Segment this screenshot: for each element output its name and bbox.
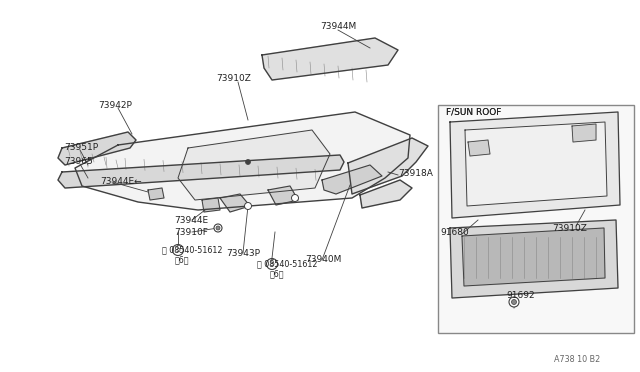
- Circle shape: [173, 244, 184, 256]
- Text: 73918A: 73918A: [398, 169, 433, 177]
- Circle shape: [246, 160, 250, 164]
- Polygon shape: [468, 140, 490, 156]
- Text: 73940M: 73940M: [305, 256, 341, 264]
- Text: 91680: 91680: [440, 228, 468, 237]
- Text: 73944E: 73944E: [174, 215, 208, 224]
- Text: 73951P: 73951P: [64, 142, 98, 151]
- Polygon shape: [348, 138, 428, 194]
- Text: 73942P: 73942P: [98, 100, 132, 109]
- Polygon shape: [262, 38, 398, 80]
- Text: 73944M: 73944M: [320, 22, 356, 31]
- Circle shape: [511, 299, 516, 305]
- Polygon shape: [450, 112, 620, 218]
- Polygon shape: [58, 155, 344, 188]
- Bar: [438, 105, 634, 333]
- Text: 73965: 73965: [64, 157, 93, 166]
- Polygon shape: [360, 180, 412, 208]
- Text: S: S: [175, 246, 180, 254]
- Polygon shape: [202, 198, 220, 212]
- Text: 91692: 91692: [506, 292, 534, 301]
- Text: Ⓢ 08540-51612: Ⓢ 08540-51612: [162, 246, 223, 254]
- Text: S: S: [269, 260, 275, 269]
- Polygon shape: [462, 228, 605, 286]
- Circle shape: [216, 226, 220, 230]
- Polygon shape: [178, 130, 330, 200]
- Circle shape: [291, 195, 298, 202]
- Circle shape: [509, 297, 519, 307]
- Polygon shape: [322, 165, 382, 194]
- Polygon shape: [75, 112, 410, 210]
- Text: 73910Z: 73910Z: [552, 224, 587, 232]
- Circle shape: [244, 202, 252, 209]
- Text: 73943P: 73943P: [226, 250, 260, 259]
- Text: （6）: （6）: [270, 269, 285, 279]
- Polygon shape: [58, 132, 136, 165]
- Text: （6）: （6）: [175, 256, 189, 264]
- Polygon shape: [148, 188, 164, 200]
- Polygon shape: [268, 186, 298, 205]
- Text: F/SUN ROOF: F/SUN ROOF: [446, 108, 501, 116]
- Text: 73910Z: 73910Z: [216, 74, 251, 83]
- Polygon shape: [572, 124, 596, 142]
- Polygon shape: [220, 194, 250, 212]
- Text: 73944E←: 73944E←: [100, 176, 141, 186]
- Circle shape: [266, 259, 278, 269]
- Text: F/SUN ROOF: F/SUN ROOF: [446, 108, 501, 116]
- Polygon shape: [450, 220, 618, 298]
- Text: A738 10 B2: A738 10 B2: [554, 356, 600, 365]
- Text: 73910F: 73910F: [174, 228, 208, 237]
- Circle shape: [214, 224, 222, 232]
- Polygon shape: [465, 122, 607, 206]
- Text: Ⓢ 08540-51612: Ⓢ 08540-51612: [257, 260, 317, 269]
